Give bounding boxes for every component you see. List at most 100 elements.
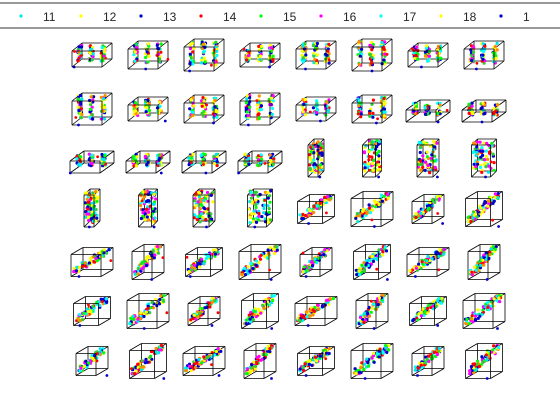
box-edge xyxy=(411,346,425,354)
legend-marker xyxy=(439,14,443,18)
box-edge xyxy=(157,112,169,122)
scatter-point xyxy=(82,311,86,315)
scatter-point xyxy=(144,264,149,268)
outlier-point xyxy=(163,119,167,123)
scatter-point xyxy=(143,195,147,199)
scatter-point xyxy=(319,163,323,167)
scatter-point xyxy=(202,99,206,103)
scatter-point xyxy=(484,200,488,205)
scatter-point xyxy=(245,94,249,98)
scatter-point xyxy=(107,248,111,252)
scatter-point xyxy=(411,319,415,323)
scatter-point xyxy=(438,301,442,305)
panel-6-3 xyxy=(187,296,221,327)
scatter-point xyxy=(249,261,253,266)
scatter-point xyxy=(425,150,429,154)
scatter-point xyxy=(375,139,379,143)
scatter-point xyxy=(325,100,329,104)
box-edge xyxy=(437,58,449,68)
scatter-point xyxy=(467,111,471,115)
outlier-point xyxy=(319,119,322,123)
scatter-point xyxy=(199,200,203,204)
scatter-point xyxy=(311,43,315,48)
box-edge xyxy=(381,62,393,72)
scatter-point xyxy=(83,201,87,205)
scatter-point xyxy=(367,305,371,310)
box-edge xyxy=(126,293,140,301)
panel-7-1 xyxy=(75,346,109,377)
scatter-point xyxy=(256,113,260,117)
scatter-point xyxy=(368,111,372,115)
scatter-point xyxy=(326,110,330,114)
scatter-point xyxy=(87,158,91,162)
outlier-point xyxy=(325,211,328,215)
scatter-point xyxy=(90,158,94,163)
scatter-point xyxy=(189,56,193,60)
scatter-point xyxy=(323,248,327,252)
scatter-point xyxy=(382,107,387,111)
outlier-point xyxy=(159,171,163,175)
panel-5-5 xyxy=(299,247,333,278)
panel-2-8 xyxy=(461,99,507,124)
scatter-point xyxy=(134,158,138,162)
scatter-point xyxy=(88,98,92,103)
scatter-point xyxy=(483,44,487,48)
scatter-point xyxy=(314,46,318,50)
scatter-point xyxy=(378,167,382,171)
scatter-point xyxy=(243,152,247,156)
outlier-point xyxy=(306,324,310,327)
scatter-point xyxy=(198,311,202,315)
scatter-point xyxy=(89,256,93,260)
scatter-point xyxy=(256,107,260,111)
scatter-point xyxy=(363,163,367,167)
scatter-point xyxy=(187,156,191,160)
scatter-point xyxy=(270,294,274,298)
box-edge xyxy=(491,111,507,123)
scatter-point xyxy=(189,161,193,165)
box-edge xyxy=(431,216,445,224)
scatter-point xyxy=(484,353,488,357)
scatter-point xyxy=(442,248,446,252)
outlier-point xyxy=(161,256,165,259)
scatter-point xyxy=(271,94,275,98)
scatter-point xyxy=(259,311,263,315)
scatter-point xyxy=(382,114,386,118)
scatter-point xyxy=(247,207,251,211)
scatter-point xyxy=(418,145,423,149)
panel-5-3 xyxy=(185,247,223,278)
legend-label: 17 xyxy=(403,10,417,24)
box-edge xyxy=(380,219,394,227)
scatter-point xyxy=(272,157,276,161)
panel-2-3 xyxy=(183,94,225,125)
scatter-point xyxy=(316,303,320,307)
outlier-point xyxy=(216,311,220,315)
scatter-point xyxy=(140,359,144,363)
scatter-point xyxy=(255,103,259,107)
panel-3-5 xyxy=(307,138,325,179)
scatter-point xyxy=(424,44,428,48)
box-edge xyxy=(355,293,369,301)
outlier-point xyxy=(212,121,215,125)
box-edge xyxy=(462,293,476,301)
scatter-point xyxy=(371,115,375,119)
scatter-point xyxy=(370,208,374,212)
scatter-point xyxy=(94,190,98,194)
scatter-point xyxy=(360,361,364,365)
scatter-point xyxy=(134,46,139,50)
legend-marker xyxy=(379,14,383,18)
outlier-point xyxy=(377,175,380,179)
scatter-point xyxy=(133,372,137,376)
outlier-point xyxy=(378,347,382,351)
scatter-point xyxy=(428,171,432,175)
panel-6-6 xyxy=(355,293,389,330)
outlier-point xyxy=(470,270,474,274)
box-edge xyxy=(381,38,393,48)
scatter-point xyxy=(370,204,374,208)
scatter-point xyxy=(270,96,274,100)
outlier-point xyxy=(188,275,192,278)
legend-label: 14 xyxy=(223,10,237,24)
scatter-point xyxy=(315,204,319,208)
scatter-point xyxy=(425,357,429,361)
scatter-point xyxy=(257,158,261,162)
